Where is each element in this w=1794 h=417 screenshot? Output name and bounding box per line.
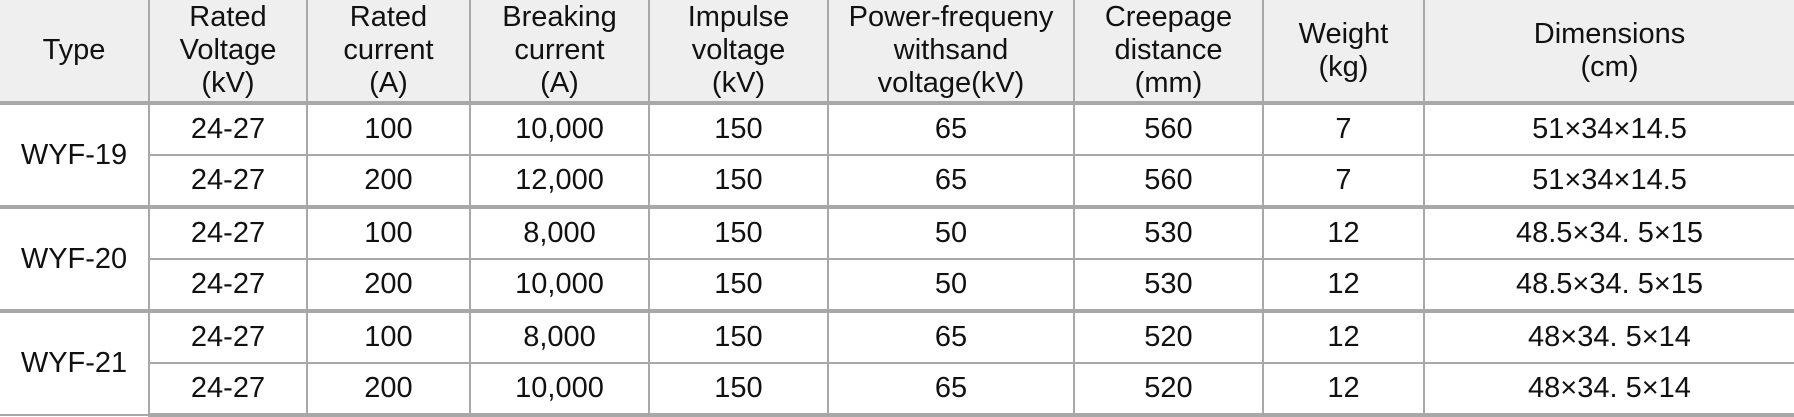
header-cell: Type xyxy=(0,0,150,104)
data-row: WYF-21 24-27 100 8,000 150 65 520 12 48×34. 5×14 xyxy=(0,309,1794,416)
header-line: Creepage xyxy=(1104,1,1233,33)
data-cell: 24-27 xyxy=(148,101,308,156)
header-line: (kg) xyxy=(1318,50,1369,83)
table-body: WYF-19 24-27 100 10,000 150 65 560 7 51×34×14.5 2… xyxy=(0,101,1794,417)
header-cell: Breaking current (A) xyxy=(469,0,650,104)
data-cell: 50 xyxy=(827,205,1075,260)
data-cell: 520 xyxy=(1073,309,1264,364)
data-cell: 150 xyxy=(648,205,829,260)
data-cell: 530 xyxy=(1073,205,1264,260)
header-line: voltage(kV) xyxy=(877,67,1025,99)
data-cell: 150 xyxy=(648,101,829,156)
table-header: Type Rated Voltage (kV) Rated current (A) Break… xyxy=(0,0,1794,104)
data-cell: 10,000 xyxy=(469,258,650,312)
header-line: current xyxy=(343,34,434,66)
data-cell: 150 xyxy=(648,362,829,417)
data-cell: 24-27 xyxy=(148,362,308,417)
data-cell: 24-27 xyxy=(148,258,308,312)
data-cell: 150 xyxy=(648,258,829,312)
header-cell: Weight (kg) xyxy=(1262,0,1425,104)
data-cell: 50 xyxy=(827,258,1075,312)
data-cell: 48.5×34. 5×15 xyxy=(1423,205,1794,260)
data-cell: 65 xyxy=(827,362,1075,417)
data-cell: 200 xyxy=(306,362,471,417)
data-cell: 24-27 xyxy=(148,154,308,208)
header-line: (kV) xyxy=(201,67,255,99)
data-cell: 12 xyxy=(1262,258,1425,312)
data-cell: 10,000 xyxy=(469,362,650,417)
header-line: withsand xyxy=(893,34,1009,66)
data-row: 24-27 200 10,000 150 50 530 12 48.5×34. 5×15 xyxy=(0,258,1794,312)
header-line: Power-frequeny xyxy=(848,1,1054,33)
data-cell: 8,000 xyxy=(469,205,650,260)
data-row: WYF-19 24-27 100 10,000 150 65 560 7 51×34×14.5 xyxy=(0,101,1794,208)
header-line: Rated xyxy=(189,1,267,33)
header-line: (cm) xyxy=(1580,50,1639,83)
header-line: Weight xyxy=(1298,17,1389,50)
data-cell: 51×34×14.5 xyxy=(1423,101,1794,156)
data-cell: 12 xyxy=(1262,205,1425,260)
data-cell: 520 xyxy=(1073,362,1264,417)
header-line: Dimensions xyxy=(1533,17,1686,50)
data-cell: 150 xyxy=(648,154,829,208)
header-line: Breaking xyxy=(502,1,617,33)
header-line: Type xyxy=(42,34,106,66)
header-line: (A) xyxy=(369,67,408,99)
header-line: Voltage xyxy=(179,34,277,66)
header-cell: Creepage distance (mm) xyxy=(1073,0,1264,104)
data-row: 24-27 200 10,000 150 65 520 12 48×34. 5×14 xyxy=(0,362,1794,417)
data-cell: 100 xyxy=(306,205,471,260)
header-line: distance xyxy=(1114,34,1223,66)
data-cell: 12,000 xyxy=(469,154,650,208)
data-cell: 48×34. 5×14 xyxy=(1423,362,1794,417)
header-row: Type Rated Voltage (kV) Rated current (A) Break… xyxy=(0,0,1794,104)
header-cell: Dimensions (cm) xyxy=(1423,0,1794,104)
data-cell: 560 xyxy=(1073,101,1264,156)
type-cell: WYF-20 xyxy=(0,205,150,312)
header-line: Rated xyxy=(349,1,428,33)
header-line: current xyxy=(514,34,605,66)
data-row: 24-27 200 12,000 150 65 560 7 51×34×14.5 xyxy=(0,154,1794,208)
data-cell: 65 xyxy=(827,101,1075,156)
header-line: voltage xyxy=(691,34,786,66)
data-cell: 200 xyxy=(306,154,471,208)
header-line: Impulse xyxy=(687,1,790,33)
data-cell: 48×34. 5×14 xyxy=(1423,309,1794,364)
data-cell: 65 xyxy=(827,309,1075,364)
data-cell: 8,000 xyxy=(469,309,650,364)
header-cell: Impulse voltage (kV) xyxy=(648,0,829,104)
data-cell: 10,000 xyxy=(469,101,650,156)
data-cell: 65 xyxy=(827,154,1075,208)
data-cell: 150 xyxy=(648,309,829,364)
data-cell: 24-27 xyxy=(148,309,308,364)
data-cell: 12 xyxy=(1262,309,1425,364)
header-line: (mm) xyxy=(1134,67,1203,99)
header-cell: Rated Voltage (kV) xyxy=(148,0,308,104)
data-cell: 100 xyxy=(306,309,471,364)
data-cell: 24-27 xyxy=(148,205,308,260)
data-row: WYF-20 24-27 100 8,000 150 50 530 12 48.5×34. 5×… xyxy=(0,205,1794,312)
data-cell: 100 xyxy=(306,101,471,156)
data-cell: 530 xyxy=(1073,258,1264,312)
data-cell: 51×34×14.5 xyxy=(1423,154,1794,208)
data-cell: 12 xyxy=(1262,362,1425,417)
data-cell: 560 xyxy=(1073,154,1264,208)
header-line: (kV) xyxy=(711,67,766,99)
header-line: (A) xyxy=(540,67,579,99)
data-cell: 48.5×34. 5×15 xyxy=(1423,258,1794,312)
type-cell: WYF-19 xyxy=(0,101,150,208)
data-cell: 200 xyxy=(306,258,471,312)
data-cell: 7 xyxy=(1262,101,1425,156)
type-cell: WYF-21 xyxy=(0,309,150,416)
data-cell: 7 xyxy=(1262,154,1425,208)
header-cell: Power-frequeny withsand voltage(kV) xyxy=(827,0,1075,104)
header-cell: Rated current (A) xyxy=(306,0,471,104)
